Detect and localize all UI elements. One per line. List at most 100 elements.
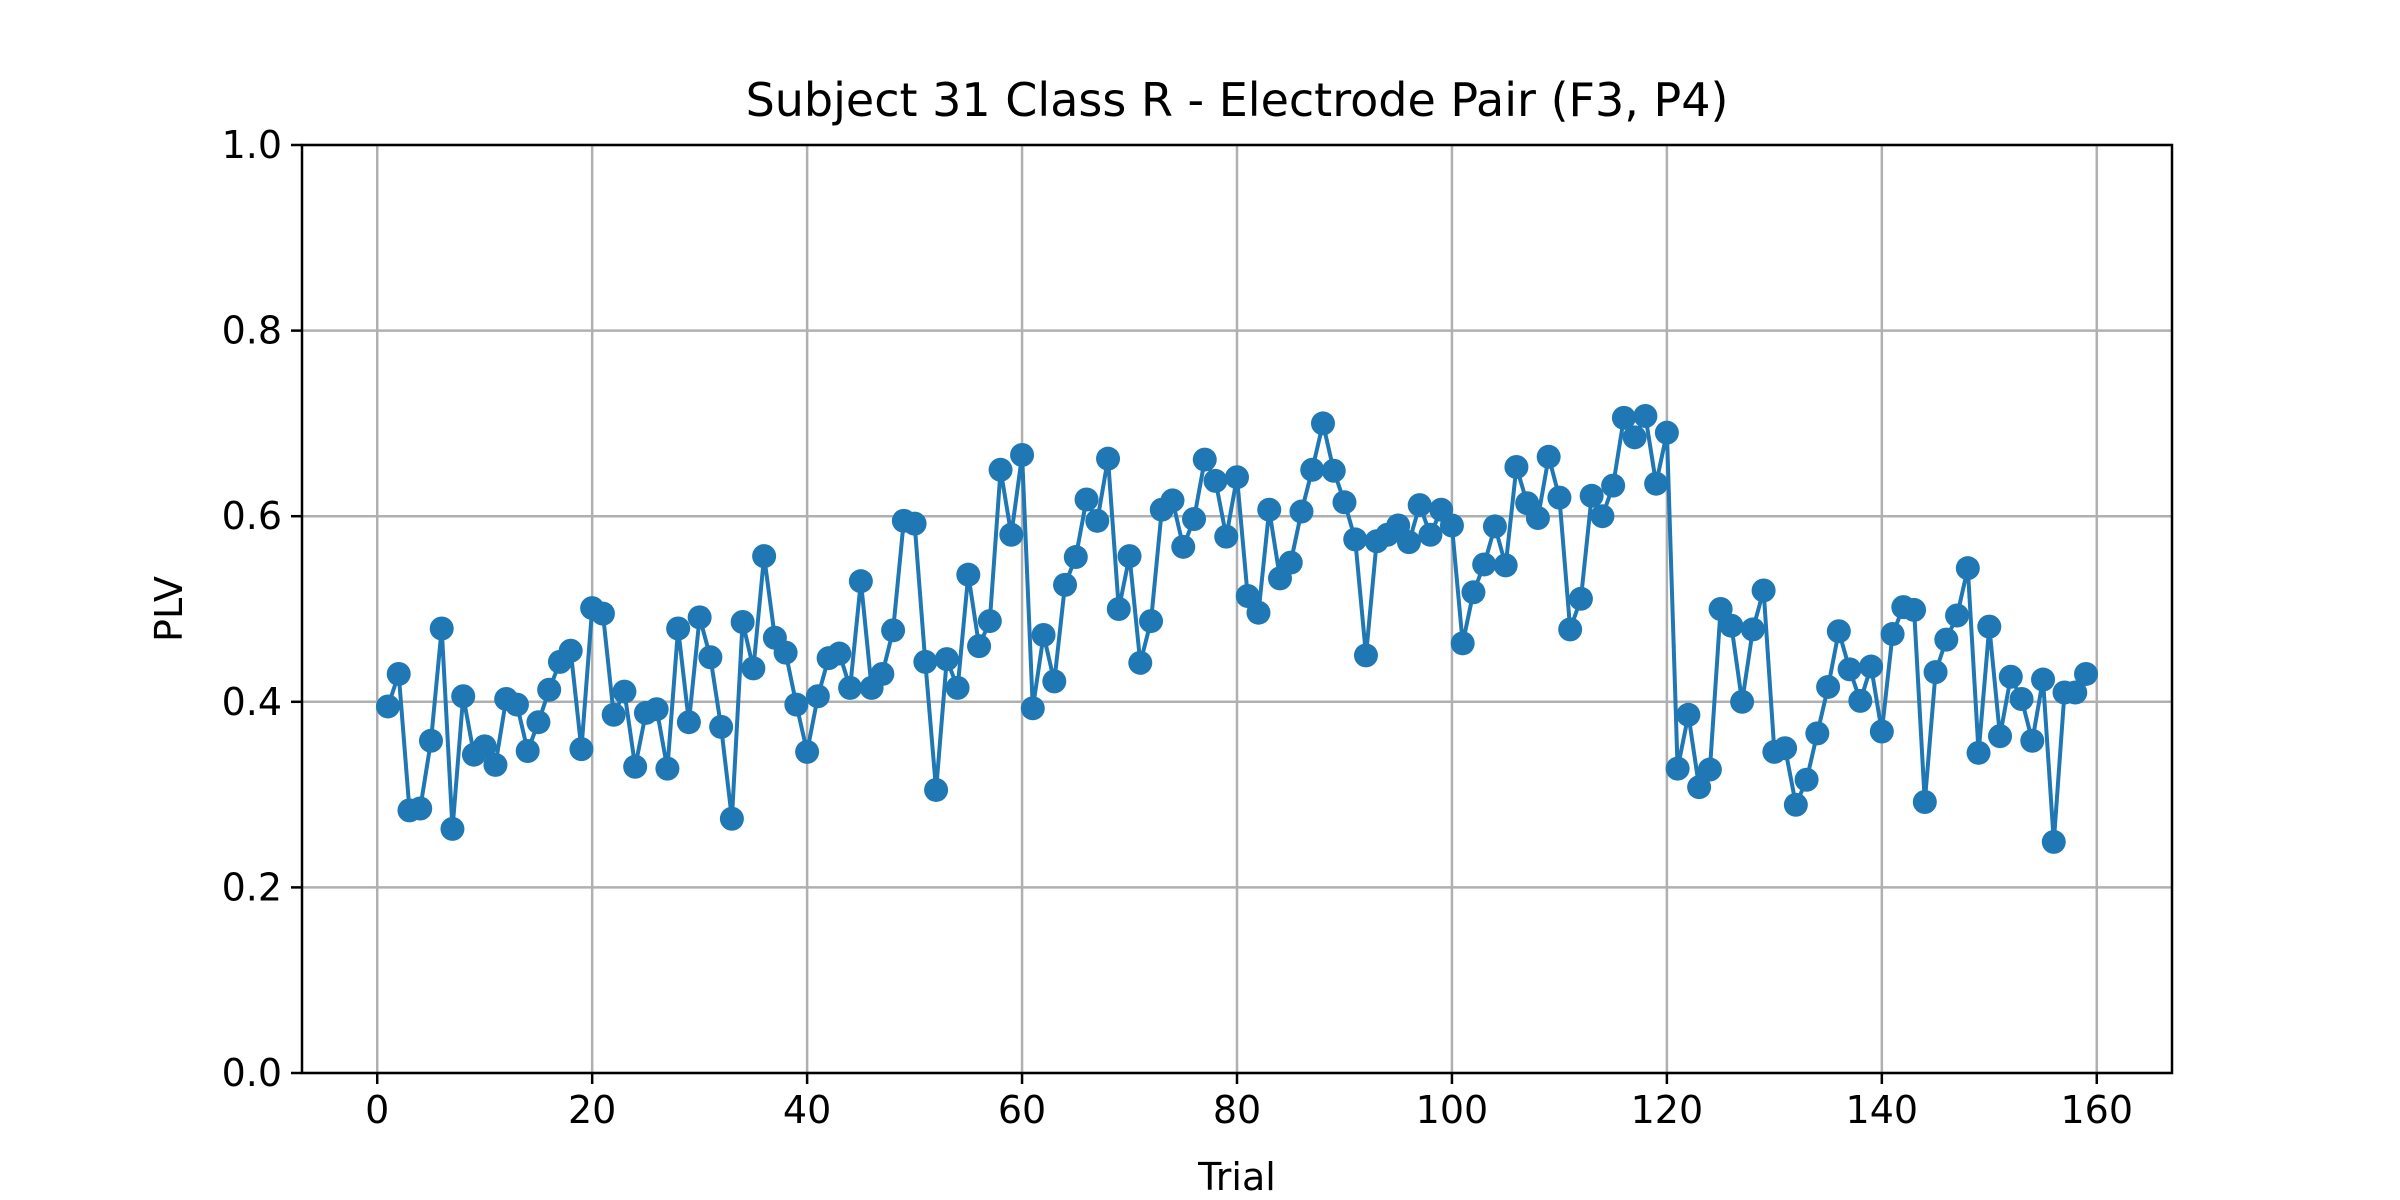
data-point <box>1547 485 1572 510</box>
data-point <box>1504 455 1529 480</box>
data-point <box>967 634 992 659</box>
data-point <box>2020 728 2045 753</box>
data-point <box>1794 767 1819 792</box>
data-point <box>1912 790 1937 815</box>
data-point <box>956 562 981 587</box>
data-point <box>752 544 777 569</box>
data-point <box>1160 488 1185 513</box>
data-point <box>1590 504 1615 529</box>
data-point <box>386 661 411 686</box>
data-points <box>375 403 2099 854</box>
data-point <box>1225 465 1249 490</box>
data-point <box>945 675 970 700</box>
y-tick-label: 0.4 <box>222 680 282 724</box>
data-point <box>1085 508 1110 533</box>
data-point <box>838 675 863 700</box>
data-point <box>1826 619 1851 644</box>
data-point <box>1934 627 1959 652</box>
data-point <box>870 661 895 686</box>
x-axis-label: Trial <box>1197 1155 1276 1199</box>
data-point <box>698 645 723 670</box>
data-point <box>408 796 433 821</box>
data-point <box>2031 667 2056 692</box>
data-point <box>1773 736 1798 761</box>
data-point <box>1343 527 1368 552</box>
data-point <box>1396 530 1421 555</box>
data-point <box>515 738 540 763</box>
data-point <box>2063 680 2088 705</box>
data-point <box>1579 483 1604 508</box>
x-tick-label: 120 <box>1631 1088 1704 1132</box>
data-point <box>1525 506 1550 531</box>
data-point <box>1740 617 1765 642</box>
data-point <box>1816 674 1841 699</box>
data-point <box>773 640 798 665</box>
data-point <box>612 679 637 704</box>
data-point <box>472 734 497 759</box>
data-point <box>1859 654 1884 679</box>
data-point <box>1418 522 1443 547</box>
data-point <box>1353 643 1378 668</box>
y-tick-label: 0.6 <box>222 494 282 538</box>
data-point <box>504 692 529 717</box>
y-tick-label: 0.0 <box>222 1051 282 1095</box>
data-point <box>1128 650 1153 675</box>
data-point <box>429 616 454 641</box>
data-point <box>1751 578 1776 603</box>
data-point <box>934 647 959 672</box>
data-point <box>1783 792 1808 817</box>
data-point <box>913 649 938 674</box>
y-tick-label: 0.2 <box>222 865 282 909</box>
x-tick-label: 160 <box>2061 1088 2134 1132</box>
data-point <box>999 522 1024 547</box>
data-point <box>2009 687 2034 712</box>
data-point <box>1257 497 1282 522</box>
data-point <box>1665 756 1690 781</box>
data-point <box>1988 724 2013 749</box>
data-point <box>784 692 809 717</box>
data-point <box>988 457 1013 482</box>
data-point <box>1644 471 1669 496</box>
data-point <box>1139 609 1164 634</box>
data-point <box>881 618 906 643</box>
x-tick-label: 40 <box>783 1088 831 1132</box>
data-point <box>1676 702 1701 727</box>
x-tick-label: 20 <box>568 1088 616 1132</box>
data-point <box>1654 420 1679 445</box>
data-point <box>526 710 551 735</box>
data-point <box>1214 524 1239 549</box>
data-point <box>483 752 508 777</box>
x-tick-label: 60 <box>998 1088 1046 1132</box>
data-point <box>1923 660 1948 685</box>
data-point <box>1321 458 1346 483</box>
data-point <box>730 609 755 634</box>
y-tick-label: 0.8 <box>222 309 282 353</box>
data-point <box>1966 740 1991 765</box>
data-point <box>977 609 1002 634</box>
data-point <box>537 677 562 702</box>
data-point <box>1010 442 1035 467</box>
data-point <box>1880 622 1905 647</box>
data-point <box>719 806 744 831</box>
data-point <box>848 569 873 594</box>
data-point <box>1332 490 1357 515</box>
data-point <box>1053 572 1078 597</box>
data-point <box>1945 603 1970 628</box>
data-point <box>1300 457 1325 482</box>
data-point <box>601 702 626 727</box>
x-tick-label: 80 <box>1213 1088 1261 1132</box>
data-point <box>1611 405 1636 430</box>
data-point <box>1536 444 1561 469</box>
data-point <box>1472 552 1497 577</box>
data-point <box>1461 580 1486 605</box>
data-point <box>1601 473 1626 498</box>
data-point <box>1869 719 1894 744</box>
x-axis-ticks: 0 20 40 60 80 100 120 140 160 <box>365 1073 2133 1132</box>
data-point <box>1955 556 1980 581</box>
data-point <box>924 777 949 802</box>
data-point <box>623 754 648 779</box>
data-point <box>418 728 443 753</box>
data-point <box>1031 622 1056 647</box>
